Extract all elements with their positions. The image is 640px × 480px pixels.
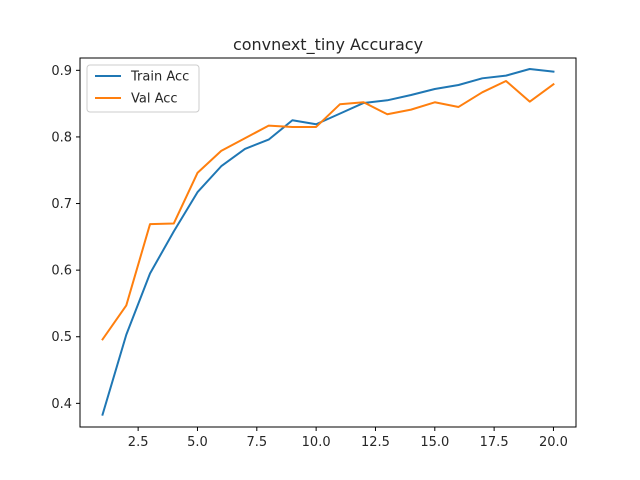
y-tick-label: 0.4 bbox=[51, 397, 72, 412]
axes-frame bbox=[79, 57, 577, 428]
y-tick-label: 0.6 bbox=[51, 264, 72, 279]
y-tick-label: 0.7 bbox=[51, 197, 72, 212]
legend-label-val-acc: Val Acc bbox=[131, 92, 178, 107]
x-tick-label: 5.0 bbox=[187, 435, 208, 450]
x-tick-label: 10.0 bbox=[302, 435, 331, 450]
axes: 2.5 5.0 7.5 10.0 12.5 15.0 17.5 20.0 0.4 0.5 0.6 0.… bbox=[51, 57, 577, 450]
x-tick-label: 2.5 bbox=[128, 435, 149, 450]
x-tick-label: 15.0 bbox=[420, 435, 449, 450]
plot-area bbox=[101, 67, 555, 416]
series-line-train-acc bbox=[101, 67, 555, 416]
y-tick-label: 0.9 bbox=[51, 64, 72, 79]
chart-title: convnext_tiny Accuracy bbox=[233, 35, 423, 55]
y-tick-label: 0.8 bbox=[51, 130, 72, 145]
x-tick-label: 7.5 bbox=[246, 435, 267, 450]
x-tick-label: 12.5 bbox=[361, 435, 390, 450]
series-line-val-acc bbox=[101, 79, 555, 341]
x-tick-label: 17.5 bbox=[480, 435, 509, 450]
y-tick-label: 0.5 bbox=[51, 330, 72, 345]
legend-label-train-acc: Train Acc bbox=[130, 70, 189, 85]
x-tick-label: 20.0 bbox=[539, 435, 568, 450]
legend: Train Acc Val Acc bbox=[86, 64, 200, 113]
